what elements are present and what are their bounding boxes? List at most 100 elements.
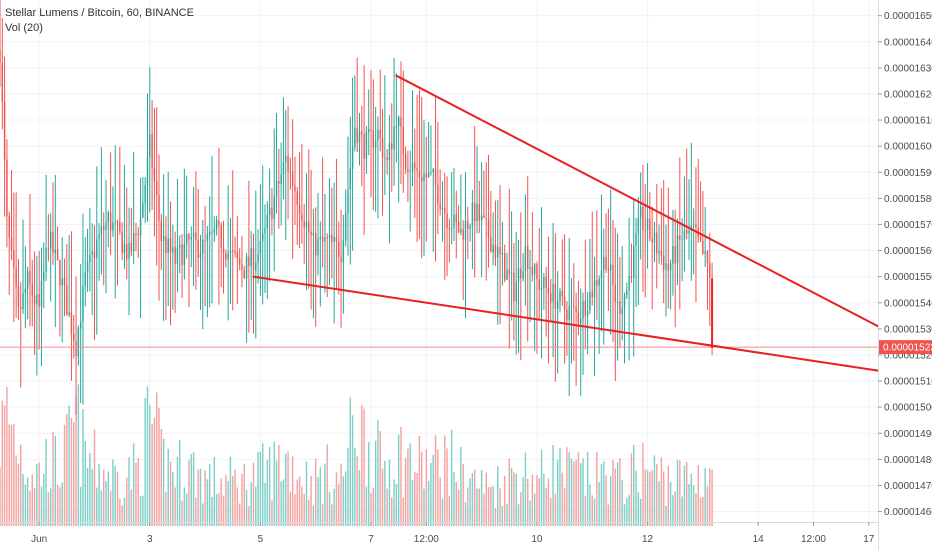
volume-bar (485, 472, 487, 526)
volume-bar (77, 384, 80, 526)
volume-bar (540, 449, 543, 526)
volume-bar (683, 465, 686, 526)
candle-body (464, 220, 467, 240)
volume-bar (430, 462, 432, 526)
candle-body (211, 231, 213, 233)
candle-body (305, 221, 308, 228)
candle-body (688, 230, 690, 234)
y-tick-label: 0.00001590 (884, 168, 932, 179)
volume-bar (487, 487, 490, 526)
candle-body (455, 214, 457, 222)
volume-bar (391, 497, 393, 526)
candle-body (642, 206, 644, 231)
trendlines[interactable] (252, 74, 879, 372)
y-tick-label: 0.00001600 (884, 142, 932, 153)
volume-bar (609, 476, 612, 526)
volume-bar (47, 492, 50, 526)
volume-bar (257, 452, 259, 526)
candle-body (119, 221, 121, 232)
candle-body (418, 170, 421, 178)
candle-body (439, 203, 441, 210)
volume-bar (533, 493, 536, 526)
y-tick-label: 0.00001610 (884, 116, 932, 127)
candle-body (381, 137, 384, 158)
volume-bar (573, 461, 575, 526)
candle-body (179, 245, 181, 248)
candle-body (704, 251, 706, 254)
volume-bar (547, 478, 550, 526)
candle-body (411, 162, 414, 172)
candle-body (93, 251, 96, 258)
y-tick-label: 0.00001580 (884, 194, 932, 205)
candle-body (66, 284, 68, 316)
candle-body (328, 235, 331, 238)
y-tick-label: 0.00001540 (884, 298, 932, 309)
candle-body (665, 263, 667, 270)
volume-bar (52, 432, 54, 526)
candle-body (692, 224, 695, 226)
volume-bar (494, 508, 497, 526)
candle-body (218, 220, 220, 225)
volume-bar (464, 502, 467, 526)
volume-bar (575, 459, 577, 526)
candle-body (188, 234, 190, 240)
volume-bar (695, 493, 697, 526)
volume-bar (13, 423, 15, 526)
volume-bar (497, 466, 499, 526)
candle-body (347, 189, 349, 214)
volume-bar (550, 498, 552, 526)
candle-body (312, 233, 315, 236)
volume-bar (508, 458, 511, 526)
candle-body (215, 220, 218, 230)
volume-bar (275, 460, 278, 526)
symbol-title[interactable]: Stellar Lumens / Bitcoin, 60, BINANCE (5, 7, 194, 19)
candle-body (522, 271, 524, 279)
volume-bar (225, 474, 227, 526)
volume-bar (471, 473, 474, 526)
candle-body (672, 246, 674, 264)
volume-bar (169, 461, 172, 526)
candle-body (520, 268, 522, 279)
candle-body (167, 238, 169, 253)
volume-bar (86, 467, 89, 526)
volume-bar (596, 451, 598, 526)
volume-bar (635, 470, 637, 526)
candle-body (261, 233, 264, 241)
volume-bar (397, 434, 400, 526)
trendline-lower[interactable] (252, 275, 879, 372)
volume-bar (367, 441, 370, 526)
volume-bar (144, 397, 146, 526)
candle-body (213, 229, 216, 232)
candle-body (593, 280, 596, 298)
volume-bar (31, 474, 33, 526)
candle-body (77, 328, 80, 357)
candle-body (24, 288, 27, 293)
volume-bar (190, 453, 192, 526)
volume-bar (409, 443, 411, 526)
volume-bar (665, 505, 667, 526)
candle-body (639, 206, 642, 219)
volume-bar (243, 463, 245, 526)
volume-bar (709, 468, 711, 526)
candle-body (266, 214, 269, 229)
volume-indicator-label[interactable]: Vol (20) (5, 22, 43, 34)
volume-bar (220, 478, 222, 526)
candle-body (220, 224, 222, 248)
volume-bar (255, 486, 257, 526)
volume-bar (517, 503, 520, 526)
volume-bar (515, 473, 517, 526)
volume-bar (167, 448, 169, 526)
volume-bar (455, 481, 457, 526)
trendline-upper[interactable] (395, 74, 879, 328)
candle-body (241, 264, 243, 271)
volume-bar (559, 448, 561, 526)
candle-body (139, 217, 142, 236)
candle-body (128, 242, 130, 259)
volume-bar (363, 408, 365, 526)
candle-body (633, 245, 635, 278)
volume-bar (232, 475, 234, 526)
volume-bar (425, 449, 428, 526)
volume-bar (192, 452, 195, 526)
